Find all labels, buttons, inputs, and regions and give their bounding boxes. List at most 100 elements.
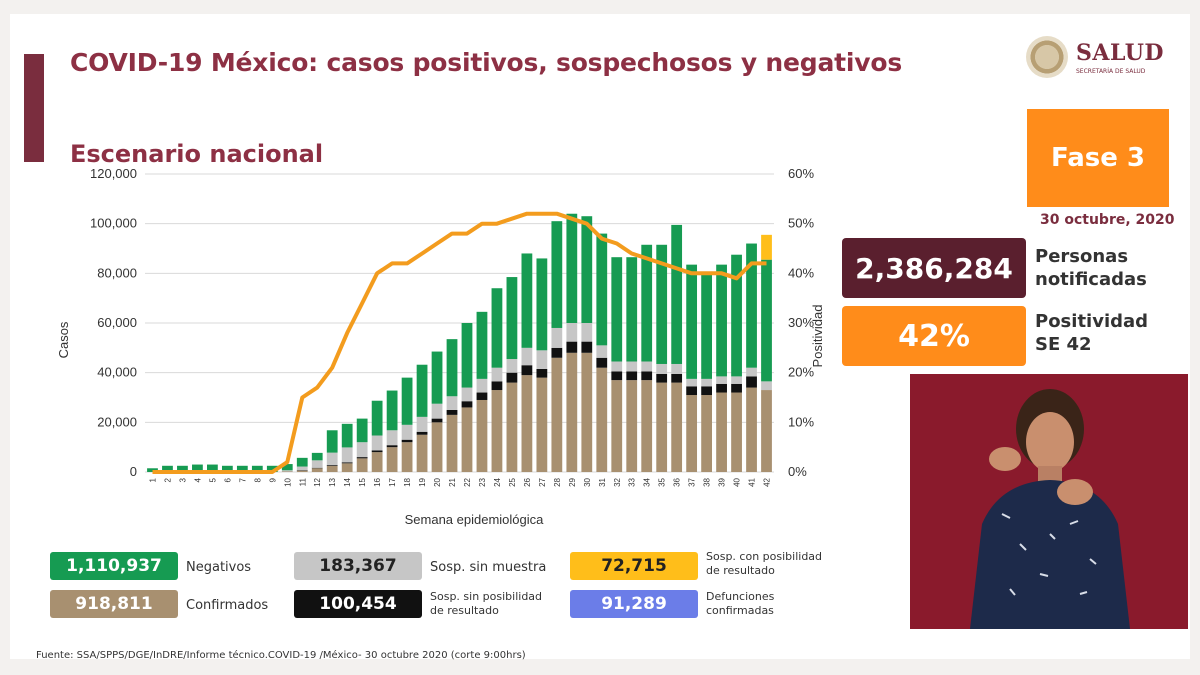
- logo-subtext: SECRETARÍA DE SALUD: [1076, 68, 1146, 75]
- bar-sin-muestra: [356, 442, 368, 458]
- bar-negativos: [341, 423, 353, 448]
- bar-sin-muestra: [716, 376, 727, 384]
- bar-negativos: [596, 233, 608, 346]
- bar-sin-posibilidad: [641, 371, 653, 381]
- positividad-line: [152, 211, 767, 474]
- bar-sin-posibilidad: [566, 341, 578, 353]
- bar-confirmados: [401, 442, 413, 472]
- bar-sin-muestra: [551, 327, 563, 348]
- bar-confirmados: [446, 414, 458, 472]
- y2-tick-label: 10%: [788, 414, 814, 429]
- bar-negativos: [281, 464, 293, 471]
- y-tick-label: 120,000: [90, 166, 137, 181]
- bar-confirmados: [281, 471, 293, 473]
- bar-sin-muestra: [281, 470, 293, 472]
- x-tick-label: 8: [253, 477, 262, 482]
- x-tick-label: 26: [523, 477, 532, 486]
- bar-sin-muestra: [296, 466, 308, 471]
- bar-confirmados: [596, 367, 608, 472]
- bar-confirmados: [296, 470, 308, 472]
- y2-tick-label: 60%: [788, 166, 814, 181]
- legend-defunciones-line2: confirmadas: [706, 604, 774, 617]
- bar-sin-muestra: [761, 381, 772, 391]
- bar-sin-posibilidad: [491, 381, 503, 391]
- bar-sin-posibilidad: [506, 372, 518, 383]
- bar-confirmados: [491, 390, 503, 472]
- legend-sin-posibilidad-line2: de resultado: [430, 604, 499, 617]
- bar-negativos: [551, 221, 563, 328]
- coat-of-arms-icon: [1026, 36, 1068, 78]
- bar-confirmados: [686, 395, 698, 472]
- y-tick-label: 60,000: [97, 315, 137, 330]
- bar-sin-muestra: [476, 378, 488, 393]
- bar-negativos: [266, 465, 278, 472]
- x-tick-label: 12: [313, 477, 322, 486]
- bar-sin-muestra: [506, 359, 518, 373]
- positividad-value: 42%: [842, 306, 1026, 366]
- page-subtitle: Escenario nacional: [70, 140, 324, 168]
- x-tick-label: 13: [328, 477, 337, 486]
- page-title: COVID-19 México: casos positivos, sospec…: [70, 48, 903, 77]
- x-tick-label: 28: [553, 477, 562, 486]
- legend-con-posibilidad-label: Sosp. con posibilidad de resultado: [706, 550, 822, 578]
- bar-negativos: [611, 257, 623, 362]
- bar-sin-muestra: [521, 347, 533, 366]
- bar-negativos: [716, 264, 727, 377]
- bar-negativos: [326, 430, 338, 453]
- bar-confirmados: [761, 390, 772, 472]
- personas-notificadas-label: Personas notificadas: [1035, 245, 1185, 291]
- bar-sin-posibilidad: [611, 371, 623, 381]
- y-tick-label: 100,000: [90, 216, 137, 231]
- bar-confirmados: [521, 375, 533, 472]
- bar-sin-posibilidad: [716, 383, 727, 393]
- bar-con-posibilidad: [761, 234, 772, 260]
- x-tick-label: 18: [403, 477, 412, 486]
- bar-negativos: [536, 258, 548, 351]
- bar-sin-posibilidad: [596, 357, 608, 368]
- x-tick-label: 41: [748, 477, 757, 486]
- legend-sin-muestra-label: Sosp. sin muestra: [430, 560, 547, 575]
- bar-confirmados: [716, 392, 727, 472]
- legend-confirmados-label: Confirmados: [186, 598, 269, 613]
- bar-negativos: [566, 213, 578, 323]
- source-note: Fuente: SSA/SPPS/DGE/InDRE/Informe técni…: [36, 650, 526, 661]
- bar-sin-posibilidad: [731, 383, 742, 393]
- bar-negativos: [386, 390, 398, 431]
- x-tick-label: 39: [718, 477, 727, 486]
- bar-sin-muestra: [461, 387, 473, 402]
- x-tick-label: 4: [193, 477, 202, 482]
- x-tick-label: 38: [703, 477, 712, 486]
- x-tick-label: 33: [628, 477, 637, 486]
- x-tick-label: 6: [223, 477, 232, 482]
- bar-sin-muestra: [626, 361, 638, 372]
- x-tick-label: 37: [688, 477, 697, 486]
- bar-confirmados: [431, 422, 443, 472]
- bar-negativos: [251, 465, 263, 472]
- bar-sin-posibilidad: [671, 373, 683, 383]
- bar-sin-posibilidad: [551, 347, 563, 358]
- bar-confirmados: [746, 387, 757, 472]
- bar-negativos: [296, 457, 308, 467]
- x-tick-label: 34: [643, 477, 652, 486]
- bar-negativos: [461, 323, 473, 388]
- x-tick-label: 23: [478, 477, 487, 486]
- bar-sin-muestra: [491, 367, 503, 382]
- bar-confirmados: [611, 380, 623, 472]
- legend-con-posibilidad-line1: Sosp. con posibilidad: [706, 550, 823, 563]
- bar-sin-muestra: [731, 376, 742, 384]
- legend-negativos-value: 1,110,937: [50, 552, 178, 580]
- x-tick-label: 11: [298, 477, 307, 486]
- legend-sin-posibilidad-label: Sosp. sin posibilidad de resultado: [430, 590, 542, 618]
- bar-sin-posibilidad: [521, 365, 533, 376]
- bar-sin-muestra: [446, 396, 458, 410]
- bar-confirmados: [626, 380, 638, 472]
- x-tick-label: 30: [583, 477, 592, 486]
- bar-negativos: [416, 364, 428, 417]
- positividad-label: Positividad SE 42: [1035, 310, 1185, 356]
- personas-label-line2: notificadas: [1035, 269, 1147, 290]
- x-tick-label: 5: [208, 477, 217, 482]
- legend-defunciones-line1: Defunciones: [706, 590, 775, 603]
- legend-sin-posibilidad-line1: Sosp. sin posibilidad: [430, 590, 543, 603]
- legend-con-posibilidad-value: 72,715: [570, 552, 698, 580]
- report-date: 30 octubre, 2020: [1040, 212, 1175, 228]
